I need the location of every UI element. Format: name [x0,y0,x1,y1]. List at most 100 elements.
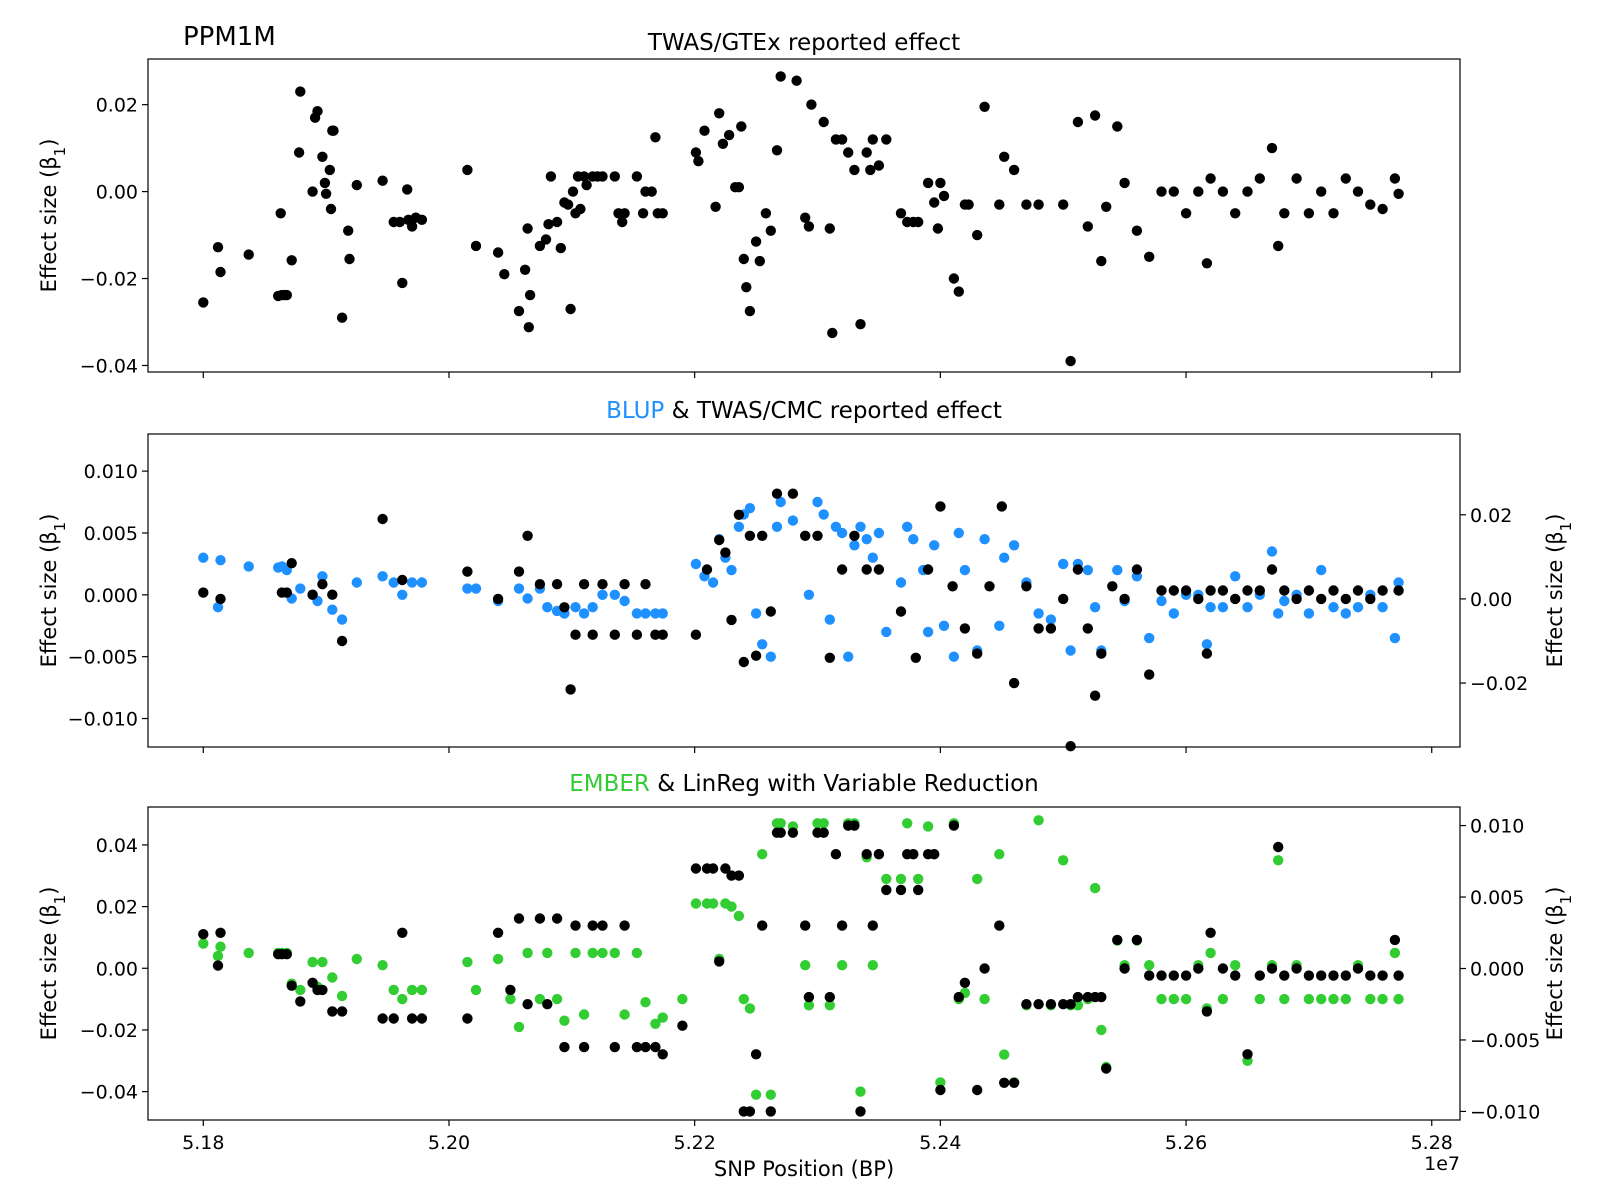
panel-3-point-ember [738,993,749,1005]
panel-1-point-black [693,156,704,167]
panel-1-point-black [1205,173,1216,184]
panel-1-point-black [948,273,960,284]
panel-1-point-black [1072,116,1084,128]
panel-1-point-black [741,282,752,293]
panel-3-point-black [1254,970,1266,981]
panel-2-point-blup [1377,602,1388,613]
panel-1-point-black [312,106,323,117]
panel-1-point-black [929,197,940,208]
panel-3-point-ember [994,849,1005,860]
panel-1-point-black [619,208,630,219]
panel-3-point-black [1144,970,1155,981]
panel-2-point-blup [1352,602,1364,613]
panel-2-point-blup [775,496,786,508]
panel-2-point-blup [1316,564,1327,576]
panel-2-point-blup [1168,608,1180,619]
panel-2-point-blup [895,577,907,588]
panel-1-point-black [617,216,628,228]
panel-2-point-blup [212,602,224,613]
panel-2-point-blup [1045,614,1057,625]
panel-3-point-ember [1303,993,1315,1005]
panel-2-point-blup [1201,639,1213,650]
panel-3-point-black [1008,1077,1020,1089]
panel-2-point-black [1144,669,1155,680]
panel-3-point-black [861,849,872,860]
panel-2-point-blup [1230,571,1241,582]
panel-2-point-black [996,501,1007,512]
panel-1-point-black [843,147,854,158]
panel-2-point-black [1266,564,1278,575]
panel-3-point-black [818,827,829,838]
panel-2-point-blup [1266,546,1278,557]
panel-2-point-black [800,530,811,541]
panel-2-point-black [910,652,921,663]
panel-1-point-black [1273,240,1284,252]
panel-2-point-black [1008,677,1020,689]
panel-1-point-black [999,151,1010,162]
panel-2-point-black [609,629,620,640]
panel-2-point-black [1156,585,1167,596]
panel-3-point-black [1058,999,1069,1010]
panel-2-point-blup [513,583,525,594]
panel-3-ytick-left-label: −0.02 [80,1020,138,1042]
panel-2-point-blup [243,561,254,572]
panel-1-point-black [281,289,292,301]
panel-2-point-blup [1273,608,1284,619]
panel-2-point-black [551,579,563,590]
xtick-label: 5.26 [1165,1132,1207,1154]
panel-3-point-black [929,849,940,860]
panel-3-point-ember [1328,993,1339,1005]
panel-1-point-black [1254,173,1266,184]
panel-3-point-ember [1033,815,1044,826]
panel-2-point-black [701,564,713,575]
panel-3-point-black [1266,963,1278,974]
panel-3-point-ember [650,1018,661,1029]
panel-1-point-black [540,234,552,245]
panel-3-point-black [1365,970,1376,981]
panel-1-frame [147,58,1461,373]
panel-3-point-black [757,920,768,931]
panel-3-point-black [640,1041,651,1053]
panel-1-point-black [492,247,504,258]
panel-3-point-ember [631,947,643,959]
panel-3-point-black [597,920,608,931]
panel-2-point-black [559,602,570,613]
panel-3-point-ember [913,873,924,885]
panel-2-point-black [286,558,297,569]
panel-1-point-black [243,249,254,260]
panel-2-point-black [1316,593,1327,605]
panel-1-point-black [523,322,534,333]
panel-1-ytick-left-label: 0.00 [96,182,138,204]
panel-3-point-black [824,991,835,1003]
panel-1-point-black [760,208,772,219]
panel-1-point-black [994,199,1005,210]
panel-1-point-black [307,186,318,197]
panel-3-point-black [215,927,226,938]
panel-3-point-black [327,1006,338,1017]
panel-1-point-black [699,125,710,136]
panel-1-point-black [324,164,335,176]
panel-2-point-blup [1393,577,1404,588]
panel-3-point-ember [198,938,209,949]
panel-2-point-black [757,530,768,541]
panel-2-ytick-right-label: 0.02 [1470,505,1512,527]
panel-2-point-blup [570,602,581,613]
panel-3-point-ember [397,993,408,1005]
panel-1-point-black [1156,186,1167,197]
panel-2-point-blup [771,521,783,532]
panel-2-point-blup [849,540,860,551]
panel-3-point-black [462,1013,473,1024]
panel-3-point-black [895,884,907,896]
panel-2-point-black [1205,585,1216,596]
panel-1-point-black [551,216,563,228]
panel-1-point-black [922,177,934,189]
panel-1-point-black [855,319,866,330]
panel-2-point-blup [812,496,823,508]
panel-2-point-blup [1242,602,1253,613]
panel-3-point-black [281,949,292,960]
panel-2-point-black [307,589,318,600]
panel-3-point-ember [836,960,848,971]
panel-3-point-ember [726,901,737,912]
panel-2-point-black [631,629,643,640]
